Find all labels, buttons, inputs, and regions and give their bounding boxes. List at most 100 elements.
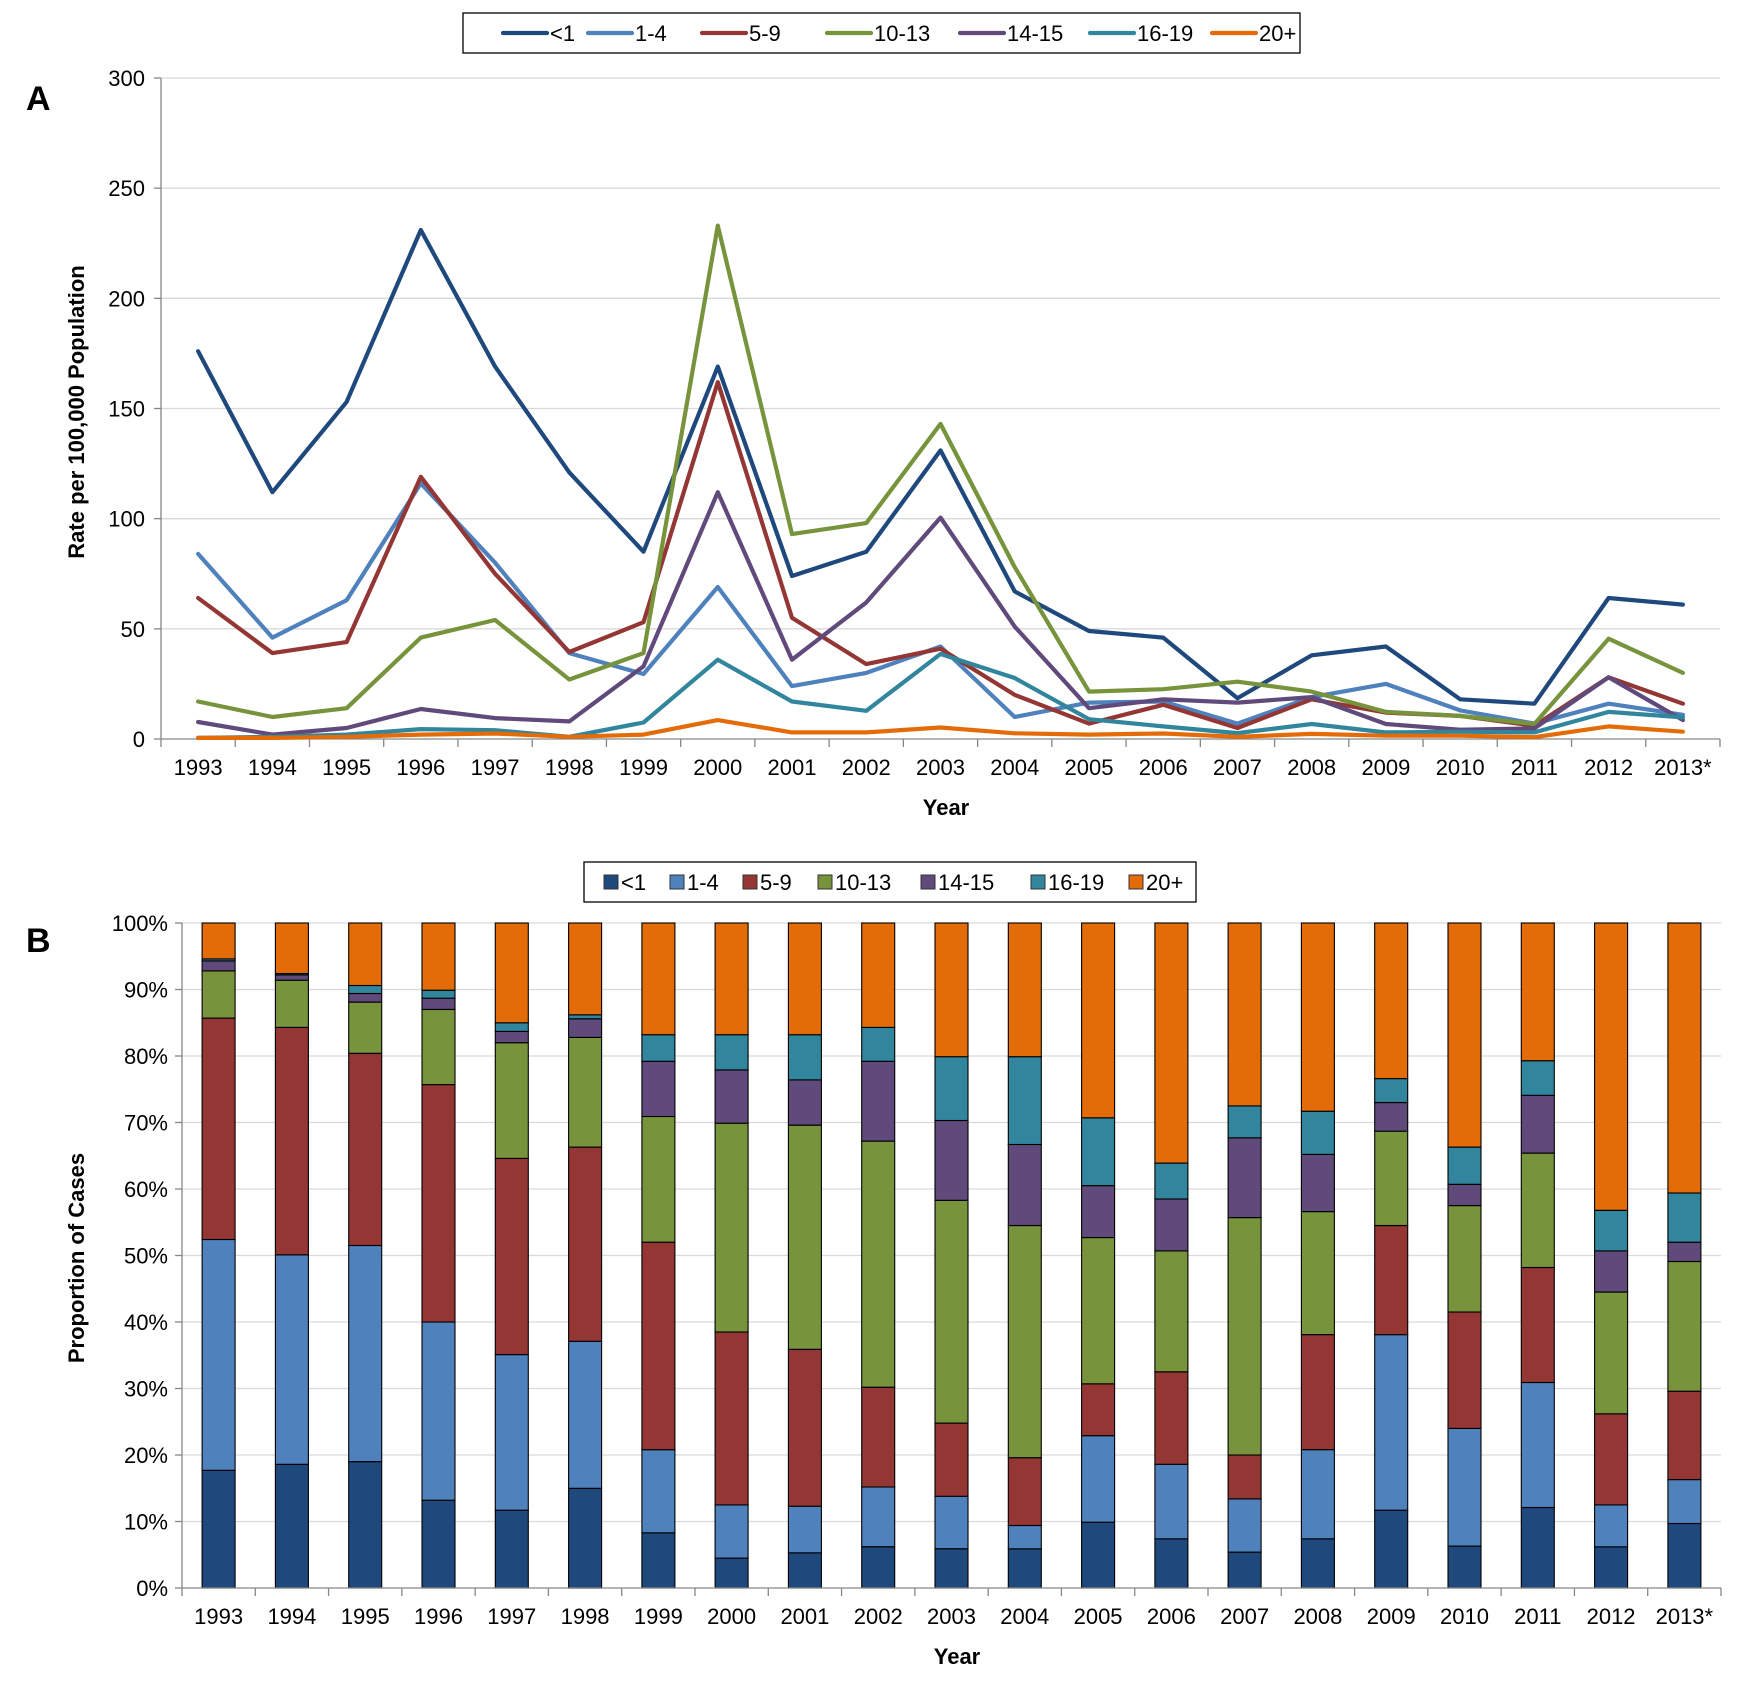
legend-label-14-15: 14-15	[1007, 21, 1063, 46]
bar-segment-14-15	[421, 997, 456, 1010]
x-tick-label: 2009	[1367, 1604, 1416, 1629]
bar-segment-16-19	[568, 1014, 603, 1020]
bar-segment-lt1	[494, 1509, 529, 1589]
bar-segment-20plus	[1520, 922, 1555, 1062]
x-tick-label: 2006	[1147, 1604, 1196, 1629]
legend-swatch-1-4	[669, 874, 685, 890]
x-tick-label: 1996	[414, 1604, 463, 1629]
bar-segment-lt1	[1374, 1509, 1409, 1589]
x-tick-label: 1998	[545, 755, 594, 780]
x-tick-label: 1997	[471, 755, 520, 780]
legend-label-lt1: <1	[621, 870, 646, 895]
bar-segment-14-15	[274, 974, 309, 981]
bar-segment-lt1	[1520, 1506, 1555, 1589]
y-tick-label: 0%	[136, 1576, 168, 1601]
x-tick-label: 1999	[619, 755, 668, 780]
bar-segment-1-4	[274, 1254, 309, 1465]
bar-segment-lt1	[348, 1461, 383, 1589]
bar-segment-20plus	[494, 922, 529, 1024]
bar-stack-2006	[1154, 922, 1189, 1589]
bar-segment-lt1	[1447, 1545, 1482, 1589]
bar-segment-5-9	[1667, 1390, 1702, 1481]
y-tick-label: 30%	[124, 1377, 168, 1402]
bar-segment-1-4	[1447, 1427, 1482, 1547]
bar-segment-14-15	[1227, 1137, 1262, 1219]
bar-segment-14-15	[934, 1119, 969, 1201]
panel-a-y-axis-title: Rate per 100,000 Population	[64, 265, 89, 558]
bar-segment-1-4	[1154, 1463, 1189, 1540]
bar-segment-16-19	[1300, 1110, 1335, 1155]
bar-segment-5-9	[1227, 1454, 1262, 1500]
panel-b-x-axis-title: Year	[934, 1644, 981, 1669]
bar-segment-16-19	[861, 1026, 896, 1062]
bar-segment-lt1	[1667, 1522, 1702, 1589]
bar-segment-14-15	[1154, 1198, 1189, 1252]
bar-segment-20plus	[1300, 922, 1335, 1112]
y-tick-label: 50%	[124, 1244, 168, 1269]
bar-segment-5-9	[1300, 1334, 1335, 1451]
legend-swatch-16-19	[1030, 874, 1046, 890]
bar-segment-14-15	[1007, 1143, 1042, 1227]
bar-segment-14-15	[1300, 1153, 1335, 1213]
x-tick-label: 1999	[634, 1604, 683, 1629]
bar-segment-16-19	[1374, 1078, 1409, 1104]
x-tick-label: 2010	[1440, 1604, 1489, 1629]
legend-label-14-15: 14-15	[938, 870, 994, 895]
bar-segment-1-4	[1520, 1381, 1555, 1509]
y-tick-label: 0	[133, 727, 145, 752]
bar-segment-16-19	[1520, 1060, 1555, 1096]
bar-segment-1-4	[1007, 1524, 1042, 1550]
bar-segment-14-15	[494, 1030, 529, 1044]
bar-segment-10-13	[934, 1199, 969, 1424]
bar-segment-20plus	[641, 922, 676, 1036]
x-tick-label: 2008	[1287, 755, 1336, 780]
legend-label-16-19: 16-19	[1048, 870, 1104, 895]
x-tick-label: 1994	[267, 1604, 316, 1629]
panel-b-y-axis-title: Proportion of Cases	[64, 1153, 89, 1363]
x-tick-label: 2005	[1064, 755, 1113, 780]
bar-segment-20plus	[787, 922, 822, 1036]
panel-a-series-lines	[196, 223, 1686, 741]
bar-segment-lt1	[421, 1499, 456, 1589]
y-tick-label: 250	[108, 176, 145, 201]
bar-segment-1-4	[1374, 1334, 1409, 1511]
bar-segment-10-13	[861, 1140, 896, 1388]
bar-segment-20plus	[861, 922, 896, 1028]
x-tick-label: 1997	[487, 1604, 536, 1629]
bar-segment-lt1	[274, 1463, 309, 1589]
series-line-20plus	[196, 717, 1686, 741]
bar-stack-2003	[934, 922, 969, 1589]
panel-b-legend: <1 1-4 5-9 10-13 14-15 16-19 20+	[583, 861, 1197, 903]
bar-stack-2005	[1081, 922, 1116, 1589]
panel-a-x-tick-labels: 1993 1994 1995 1996 1997 1998 1999 2000 2001 2002…	[174, 755, 1712, 780]
panel-a-x-axis-title: Year	[923, 795, 970, 820]
bar-segment-10-13	[1007, 1225, 1042, 1459]
x-tick-label: 1993	[174, 755, 223, 780]
bar-segment-16-19	[1154, 1162, 1189, 1200]
bar-segment-lt1	[1227, 1551, 1262, 1589]
bar-segment-20plus	[1667, 922, 1702, 1194]
legend-swatch-20plus	[1128, 874, 1144, 890]
bar-segment-10-13	[1227, 1217, 1262, 1456]
bar-segment-10-13	[641, 1115, 676, 1243]
bar-segment-5-9	[201, 1017, 236, 1241]
panel-b-bars	[201, 922, 1702, 1589]
bar-stack-2009	[1374, 922, 1409, 1589]
bar-segment-10-13	[1594, 1291, 1629, 1415]
y-tick-label: 70%	[124, 1111, 168, 1136]
bar-stack-2011	[1520, 922, 1555, 1589]
x-tick-label: 2005	[1074, 1604, 1123, 1629]
bar-segment-20plus	[1594, 922, 1629, 1211]
bar-segment-20plus	[1374, 922, 1409, 1080]
x-tick-label: 2006	[1139, 755, 1188, 780]
bar-stack-1998	[568, 922, 603, 1589]
bar-segment-lt1	[1081, 1521, 1116, 1589]
bar-segment-14-15	[348, 992, 383, 1003]
bar-segment-14-15	[1520, 1094, 1555, 1154]
bar-segment-5-9	[1374, 1225, 1409, 1336]
bar-segment-10-13	[201, 970, 236, 1019]
bar-segment-10-13	[1154, 1250, 1189, 1373]
bar-segment-5-9	[348, 1052, 383, 1247]
legend-swatch-lt1	[603, 874, 619, 890]
